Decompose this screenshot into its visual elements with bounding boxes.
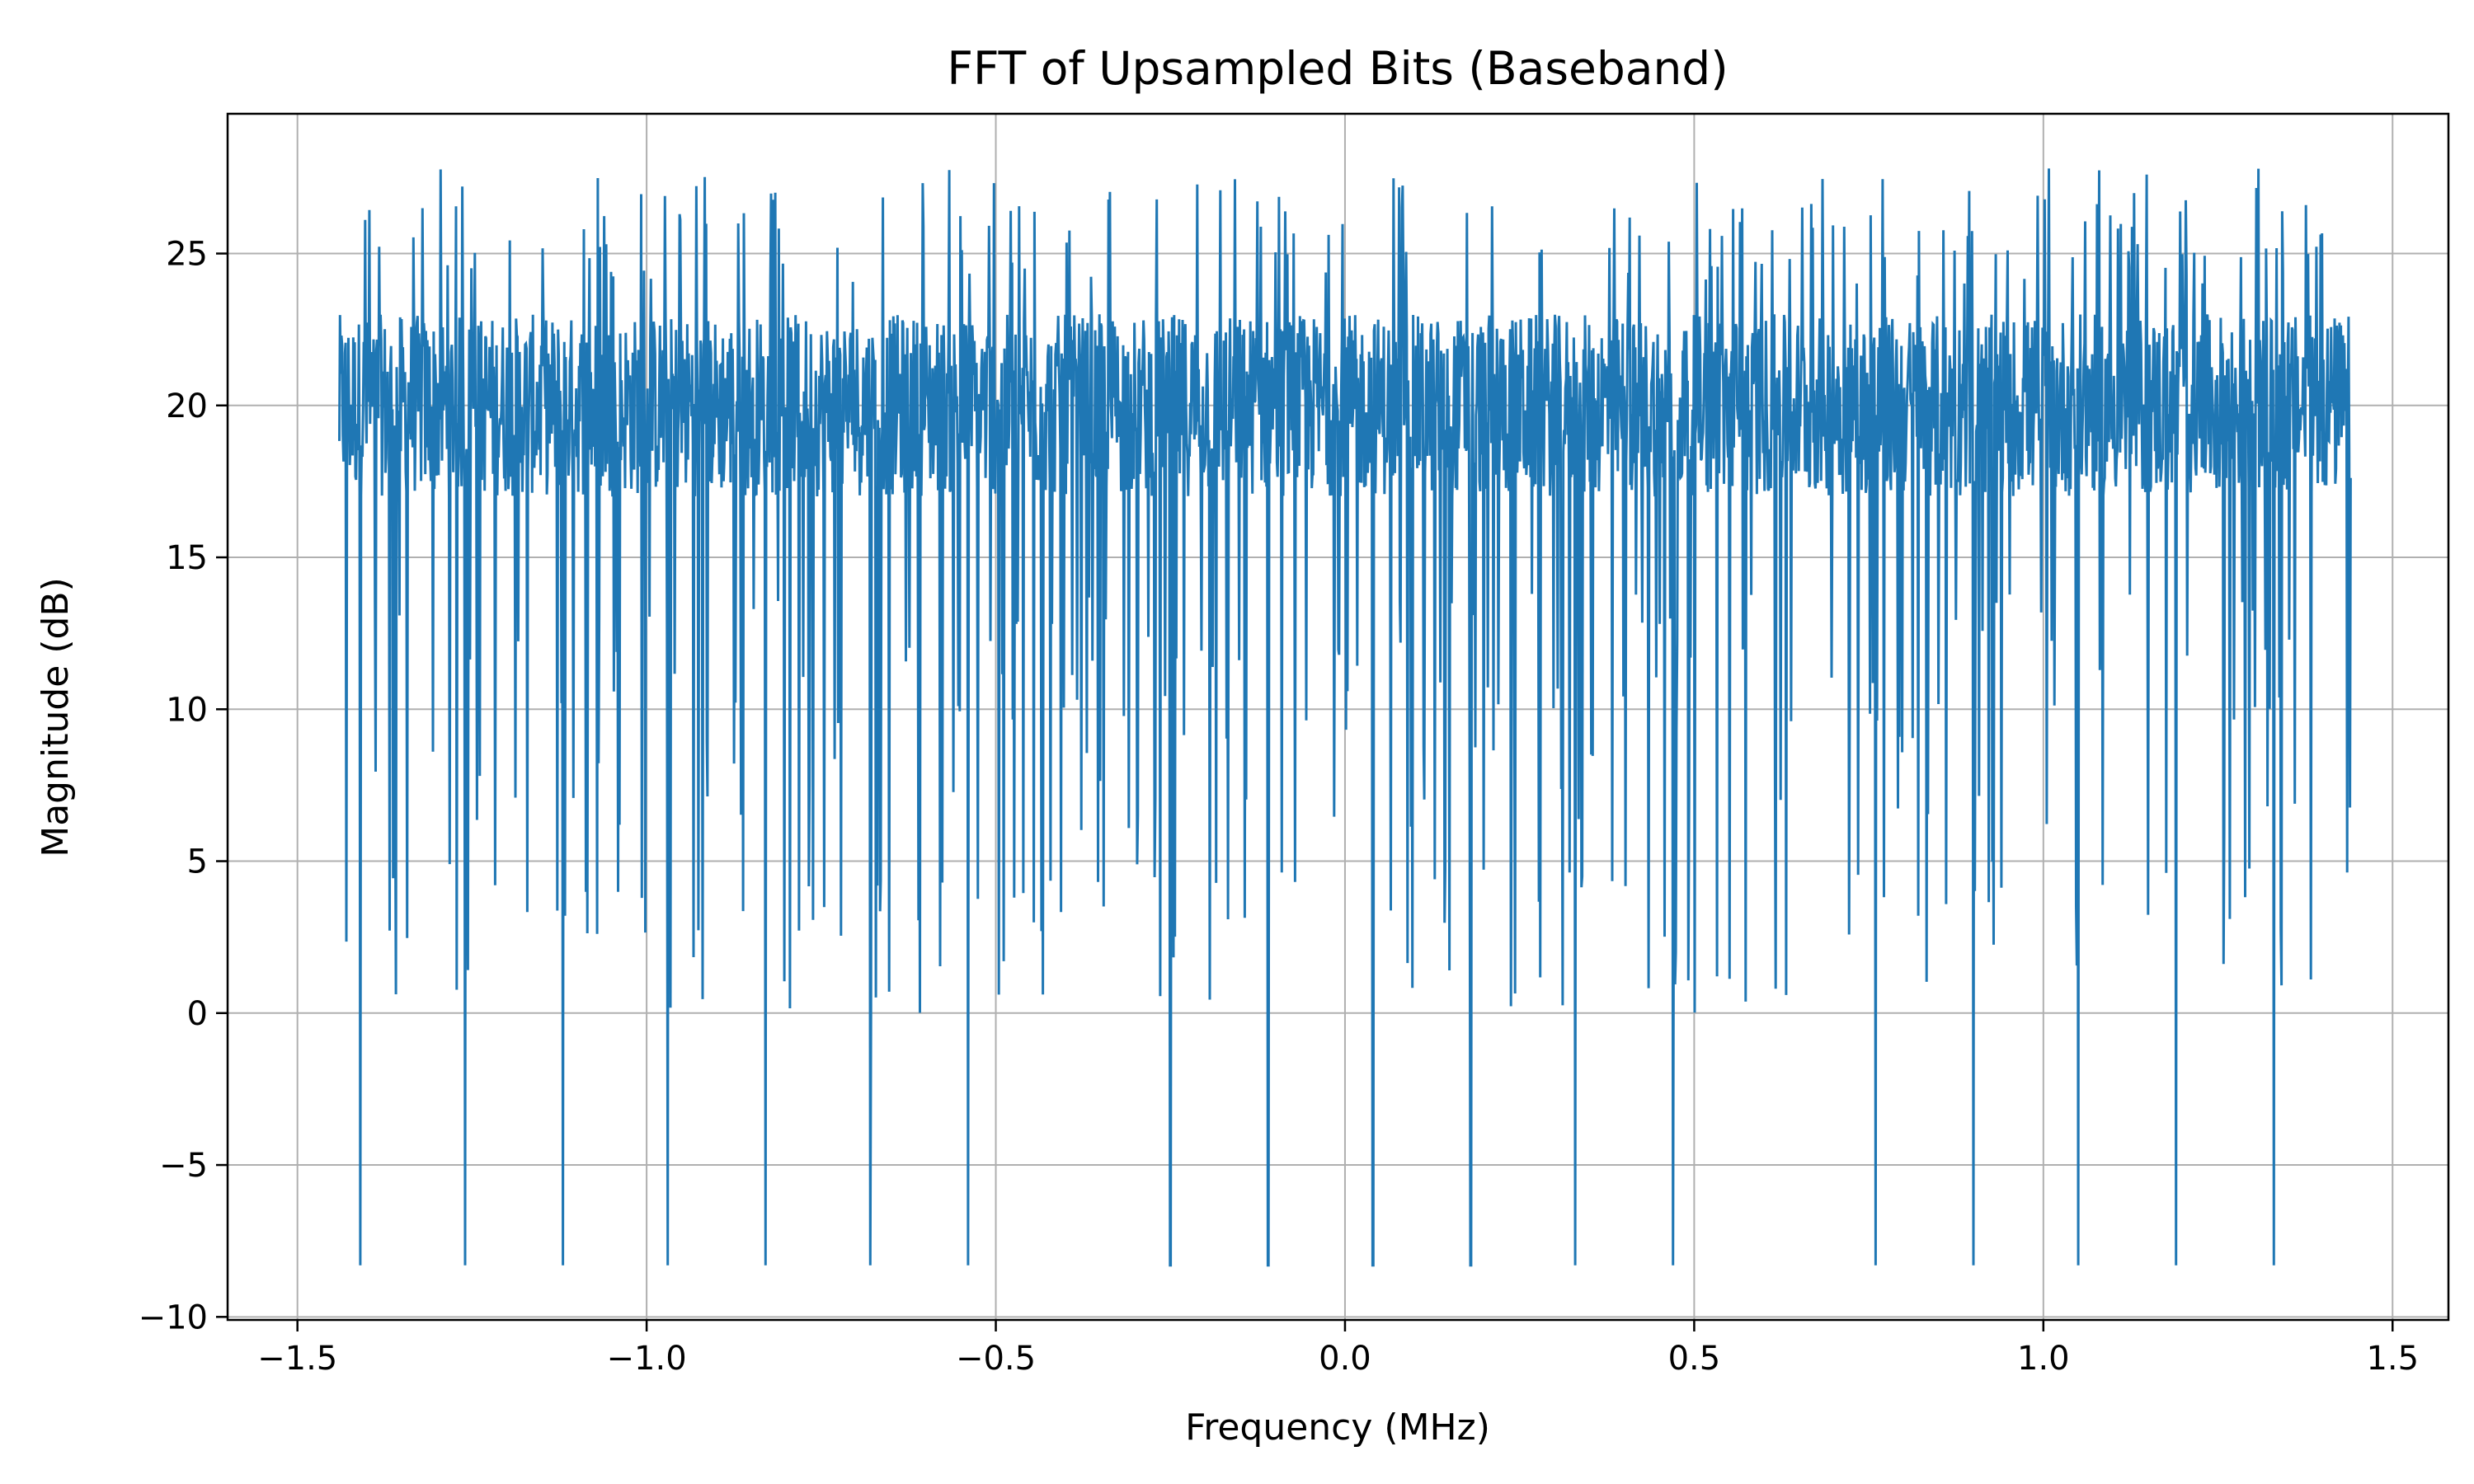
plot-area-frame	[226, 112, 2450, 1322]
x-tick-label: −1.5	[257, 1340, 337, 1378]
y-tick-label: −5	[159, 1147, 208, 1185]
series-line	[338, 168, 2352, 1267]
y-tick-label: 0	[187, 995, 208, 1033]
y-tick-label: 10	[166, 691, 208, 729]
y-tick-label: −10	[139, 1298, 208, 1336]
y-axis: −10 −5 0 5 10 15 20 25	[139, 236, 228, 1336]
x-axis: −1.5 −1.0 −0.5 0.0 0.5 1.0 1.5	[257, 1320, 2419, 1378]
x-tick-label: 1.0	[2017, 1340, 2070, 1378]
y-tick-label: 20	[166, 387, 208, 425]
y-tick-label: 5	[187, 843, 208, 881]
x-tick-label: 1.5	[2366, 1340, 2419, 1378]
y-tick-label: 25	[166, 236, 208, 274]
x-axis-label: Frequency (MHz)	[1185, 1407, 1490, 1449]
y-tick-label: 15	[166, 539, 208, 577]
x-tick-label: −0.5	[956, 1340, 1036, 1378]
chart-title: FFT of Upsampled Bits (Baseband)	[947, 42, 1728, 95]
x-tick-label: 0.0	[1319, 1340, 1371, 1378]
fft-magnitude-line	[338, 168, 2352, 1267]
x-tick-label: 0.5	[1668, 1340, 1721, 1378]
y-axis-label: Magnitude (dB)	[35, 577, 77, 857]
x-tick-label: −1.0	[607, 1340, 687, 1378]
